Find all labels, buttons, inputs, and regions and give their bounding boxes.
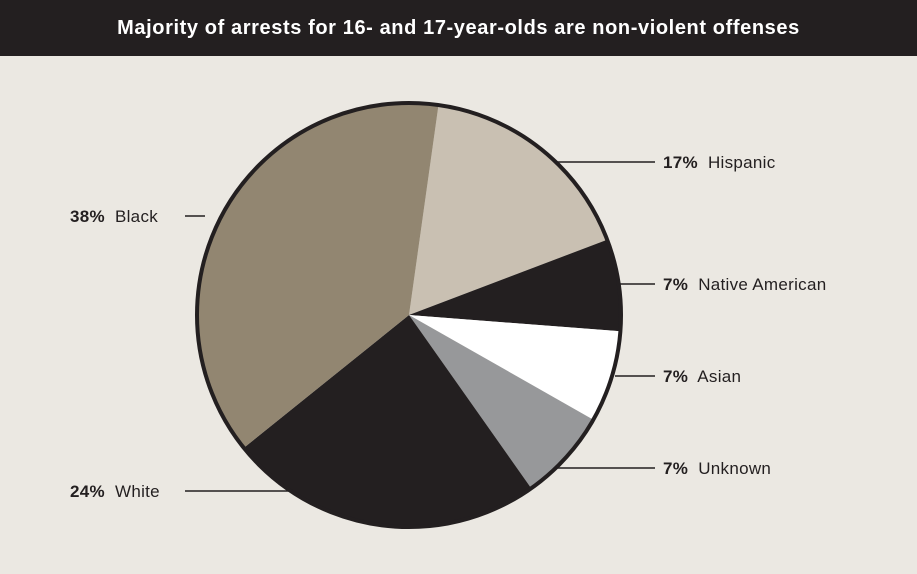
label-asian: 7% Asian (663, 367, 741, 386)
label-white: 24% White (70, 482, 160, 501)
pie-slice-unknown (409, 315, 594, 489)
label-unknown: 7% Unknown (663, 459, 771, 478)
pie-slice-native-american (409, 239, 622, 332)
label-native-american-value: 7% (663, 275, 688, 294)
label-hispanic: 17% Hispanic (663, 153, 776, 172)
pie-slices (196, 102, 622, 527)
label-black-category: Black (115, 207, 158, 226)
label-unknown-category: Unknown (698, 459, 771, 478)
leader-lines (185, 161, 655, 492)
pie-slice-white (243, 315, 532, 527)
label-asian-category: Asian (697, 367, 741, 386)
label-hispanic-value: 17% (663, 153, 698, 172)
label-asian-value: 7% (663, 367, 688, 386)
label-white-value: 24% (70, 482, 105, 501)
label-unknown-value: 7% (663, 459, 688, 478)
pie-slice-hispanic (409, 105, 608, 315)
pie-slice-asian (409, 315, 621, 420)
label-black: 38% Black (70, 207, 158, 226)
label-native-american-category: Native American (698, 275, 826, 294)
pie-slice-black (196, 102, 439, 448)
pie-outline (195, 101, 623, 529)
label-hispanic-category: Hispanic (708, 153, 776, 172)
chart-title: Majority of arrests for 16- and 17-year-… (0, 0, 917, 56)
label-native-american: 7% Native American (663, 275, 826, 294)
label-white-category: White (115, 482, 160, 501)
label-black-value: 38% (70, 207, 105, 226)
